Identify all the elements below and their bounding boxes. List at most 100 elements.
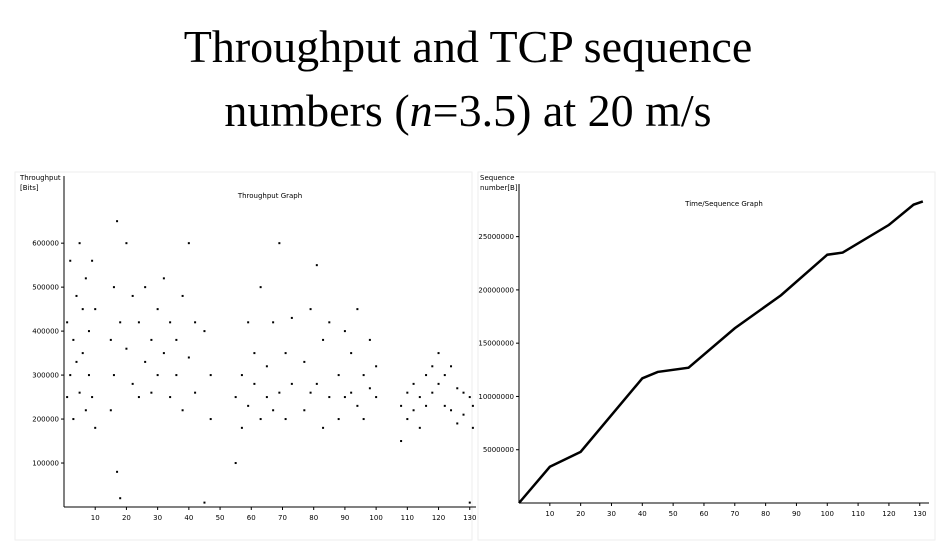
- point: [91, 396, 94, 399]
- point: [362, 374, 365, 377]
- point: [91, 259, 94, 262]
- x-tick-label: 120: [882, 510, 895, 518]
- point: [125, 347, 128, 350]
- point: [322, 426, 325, 429]
- point: [290, 382, 293, 385]
- point: [187, 356, 190, 359]
- y-tick-label: 15000000: [478, 340, 514, 348]
- point: [253, 352, 256, 355]
- y-tick-label: 10000000: [478, 393, 514, 401]
- x-tick-label: 70: [278, 514, 287, 522]
- point: [368, 338, 371, 341]
- point: [162, 277, 165, 280]
- point: [362, 418, 365, 421]
- point: [443, 374, 446, 377]
- point: [356, 308, 359, 311]
- x-tick-label: 80: [761, 510, 770, 518]
- point: [443, 404, 446, 407]
- x-tick-label: 10: [91, 514, 100, 522]
- x-tick-label: 50: [669, 510, 678, 518]
- x-tick-label: 80: [309, 514, 318, 522]
- point: [418, 426, 421, 429]
- y-tick-label: 200000: [32, 416, 59, 424]
- point: [343, 330, 346, 333]
- x-tick-label: 50: [216, 514, 225, 522]
- point: [350, 352, 353, 355]
- point: [259, 286, 262, 289]
- point: [69, 259, 72, 262]
- point: [406, 391, 409, 394]
- point: [437, 382, 440, 385]
- point: [66, 396, 69, 399]
- point: [162, 352, 165, 355]
- x-tick-label: 60: [247, 514, 256, 522]
- point: [456, 422, 459, 425]
- point: [322, 338, 325, 341]
- point: [400, 440, 403, 443]
- point: [175, 338, 178, 341]
- point: [259, 418, 262, 421]
- y-tick-label: 100000: [32, 460, 59, 468]
- point: [400, 404, 403, 407]
- point: [412, 409, 415, 412]
- point: [94, 308, 97, 311]
- y-tick-label: 25000000: [478, 233, 514, 241]
- panel: [14, 171, 473, 541]
- point: [234, 462, 237, 465]
- point: [265, 396, 268, 399]
- point: [84, 409, 87, 412]
- y-axis-label: Sequence: [480, 174, 515, 182]
- point: [144, 286, 147, 289]
- title-part: =3.5) at 20 m/s: [433, 85, 712, 136]
- point: [406, 418, 409, 421]
- point: [84, 277, 87, 280]
- point: [87, 374, 90, 377]
- point: [116, 470, 119, 473]
- point: [187, 242, 190, 245]
- x-tick-label: 110: [851, 510, 864, 518]
- point: [328, 396, 331, 399]
- point: [253, 382, 256, 385]
- x-tick-label: 20: [122, 514, 131, 522]
- point: [284, 352, 287, 355]
- point: [203, 330, 206, 333]
- point: [240, 426, 243, 429]
- x-tick-label: 130: [913, 510, 926, 518]
- point: [431, 391, 434, 394]
- point: [78, 391, 81, 394]
- slide-title: Throughput and TCP sequence: [184, 21, 753, 72]
- y-tick-label: 300000: [32, 372, 59, 380]
- point: [315, 382, 318, 385]
- point: [181, 409, 184, 412]
- y-tick-label: 600000: [32, 240, 59, 248]
- x-tick-label: 60: [700, 510, 709, 518]
- title-part: numbers (: [224, 85, 409, 136]
- point: [169, 321, 172, 324]
- point: [119, 497, 122, 500]
- point: [418, 396, 421, 399]
- point: [437, 352, 440, 355]
- point: [87, 330, 90, 333]
- slide-title: numbers (n=3.5) at 20 m/s: [224, 85, 711, 136]
- point: [265, 365, 268, 368]
- point: [72, 338, 75, 341]
- point: [209, 418, 212, 421]
- x-tick-label: 130: [463, 514, 476, 522]
- point: [337, 374, 340, 377]
- point: [315, 264, 318, 267]
- point: [278, 242, 281, 245]
- point: [368, 387, 371, 390]
- x-tick-label: 30: [153, 514, 162, 522]
- x-tick-label: 90: [792, 510, 801, 518]
- point: [156, 374, 159, 377]
- point: [309, 391, 312, 394]
- point: [309, 308, 312, 311]
- point: [109, 338, 112, 341]
- point: [278, 391, 281, 394]
- x-tick-label: 10: [545, 510, 554, 518]
- point: [462, 391, 465, 394]
- sequence-line: [518, 200, 924, 504]
- x-tick-label: 20: [576, 510, 585, 518]
- chart-title: Time/Sequence Graph: [684, 200, 763, 208]
- point: [468, 396, 471, 399]
